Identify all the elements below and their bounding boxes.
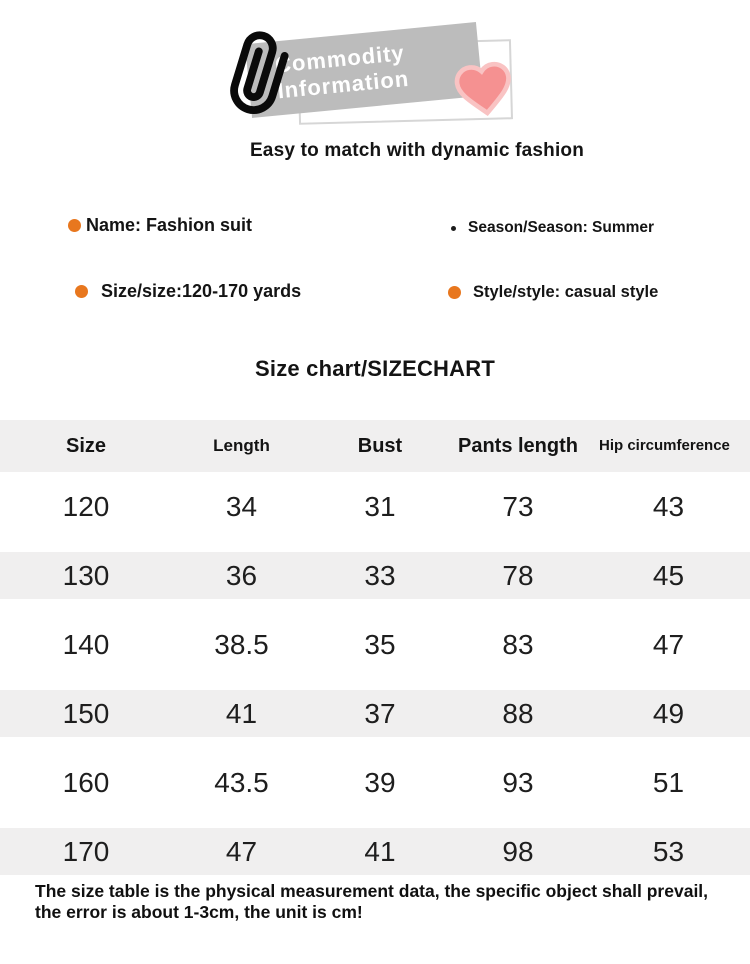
table-cell: 34 (225, 490, 258, 522)
detail-name: Name: Fashion suit (68, 215, 252, 236)
detail-season-text: Season/Season: Summer (468, 219, 655, 236)
tagline: Easy to match with dynamic fashion (249, 140, 585, 161)
table-row: 160 43.5 39 93 51 (0, 748, 750, 817)
footnote-line2: the error is about 1-3cm, the unit is cm… (35, 902, 363, 923)
detail-name-text: Name: Fashion suit (86, 215, 253, 235)
footnote: The size table is the physical measureme… (35, 881, 735, 924)
table-row: 170 47 41 98 53 (0, 817, 750, 886)
detail-season: Season/Season: Summer (451, 219, 654, 237)
table-row: 150 41 37 88 49 (0, 679, 750, 748)
table-cell: 78 (502, 559, 534, 591)
table-cell: 130 (62, 559, 110, 591)
table-row: 130 36 33 78 45 (0, 541, 750, 610)
detail-style-text: Style/style: casual style (473, 283, 659, 301)
table-cell: 36 (225, 559, 258, 591)
table-cell: 47 (225, 835, 258, 867)
table-cell: 49 (652, 697, 685, 729)
table-cell: 98 (502, 835, 534, 867)
detail-size: Size/size:120-170 yards (75, 281, 301, 302)
table-cell: 120 (62, 490, 110, 522)
table-cell: 150 (62, 697, 110, 729)
table-row: 120 34 31 73 43 (0, 472, 750, 541)
column-header-hip-circumference: Hip circumference (599, 436, 730, 454)
heart-icon (454, 61, 511, 117)
table-cell: 83 (502, 628, 534, 660)
table-cell: 88 (502, 697, 534, 729)
table-cell: 38.5 (214, 628, 269, 660)
table-cell: 37 (364, 697, 396, 729)
table-cell: 53 (652, 835, 685, 867)
bullet-icon (451, 225, 456, 231)
table-cell: 39 (364, 766, 396, 798)
header-art: Commodity Information (0, 0, 750, 135)
detail-size-text: Size/size:120-170 yards (101, 281, 302, 301)
table-cell: 43.5 (214, 766, 269, 798)
table-cell: 45 (652, 559, 685, 591)
table-cell: 160 (62, 766, 110, 798)
table-cell: 170 (62, 835, 110, 867)
table-cell: 33 (364, 559, 396, 591)
table-cell: 51 (652, 766, 685, 798)
table-cell: 140 (62, 628, 110, 660)
column-header-bust: Bust (357, 434, 403, 457)
table-cell: 93 (502, 766, 534, 798)
table-cell: 47 (652, 628, 685, 660)
table-cell: 31 (364, 490, 396, 522)
table-row: 140 38.5 35 83 47 (0, 610, 750, 679)
table-cell: 43 (652, 490, 685, 522)
size-chart-title: Size chart/SIZECHART (255, 356, 495, 381)
paperclip-icon (230, 31, 289, 114)
column-header-length: Length (213, 436, 270, 455)
size-table: Size Length Bust Pants length Hip circum… (0, 420, 750, 886)
footnote-line1: The size table is the physical measureme… (35, 881, 709, 901)
bullet-icon (75, 285, 88, 298)
table-cell: 73 (502, 490, 534, 522)
bullet-icon (448, 286, 461, 299)
table-cell: 41 (225, 697, 258, 729)
table-cell: 35 (364, 628, 396, 660)
table-header-row: Size Length Bust Pants length Hip circum… (0, 420, 750, 472)
table-cell: 41 (364, 835, 396, 867)
detail-style: Style/style: casual style (448, 283, 658, 302)
bullet-icon (68, 219, 81, 232)
column-header-pants-length: Pants length (457, 434, 578, 457)
column-header-size: Size (65, 434, 107, 457)
